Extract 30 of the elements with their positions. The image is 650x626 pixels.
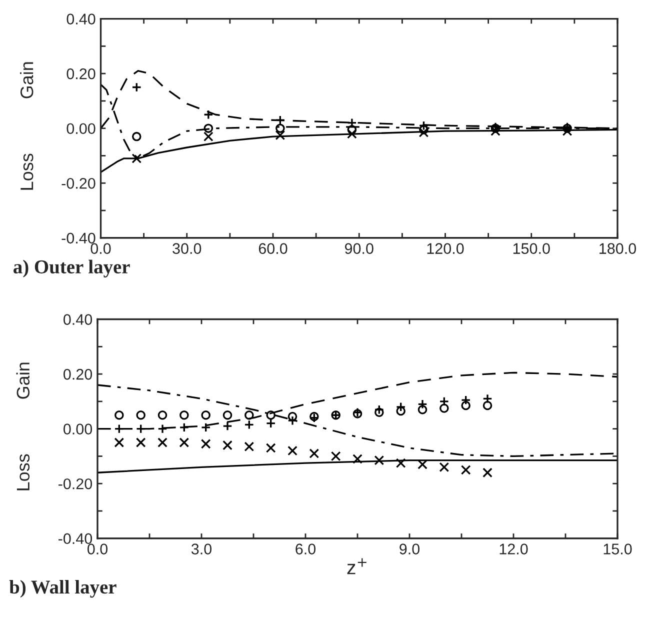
y-tick-label: -0.20 <box>58 478 92 490</box>
x-tick-label: 60.0 <box>258 243 288 254</box>
y-tick-label: 0.00 <box>64 424 92 434</box>
y-tick-label: 0.40 <box>66 14 96 24</box>
x-tick-label: 9.0 <box>400 544 420 554</box>
text: a) Outer layer <box>14 260 130 278</box>
text: Loss <box>16 454 30 490</box>
x-tick-label: 6.0 <box>296 544 316 554</box>
x-tick-label: 90.0 <box>344 243 374 254</box>
x-tick-label: 180.0 <box>600 243 636 254</box>
x-tick-label: 30.0 <box>172 243 202 254</box>
x-tick-label: 3.0 <box>191 544 212 554</box>
x-tick-label: 0.0 <box>90 243 111 254</box>
x-axis-title: z$^{+}$ <box>347 558 366 574</box>
x-tick-label: 0.0 <box>87 544 108 554</box>
y-tick-label: 0.40 <box>64 314 92 325</box>
x-tick-label: 150.0 <box>513 243 550 254</box>
x-tick-label: 12.0 <box>500 544 528 554</box>
text: b) Wall layer <box>9 580 116 598</box>
y-tick-label: -0.40 <box>62 232 96 244</box>
text: Gain <box>16 362 30 399</box>
y-tick-label: 0.00 <box>66 123 96 134</box>
y-tick-label: -0.20 <box>62 178 96 189</box>
y-tick-label: 0.20 <box>64 368 92 380</box>
x-tick-label: 120.0 <box>427 243 464 254</box>
y-tick-label: 0.20 <box>66 68 96 80</box>
text: Loss <box>20 154 34 190</box>
text: Gain <box>20 62 34 98</box>
x-tick-label: 15.0 <box>604 544 632 554</box>
y-tick-label: -0.40 <box>58 533 92 544</box>
